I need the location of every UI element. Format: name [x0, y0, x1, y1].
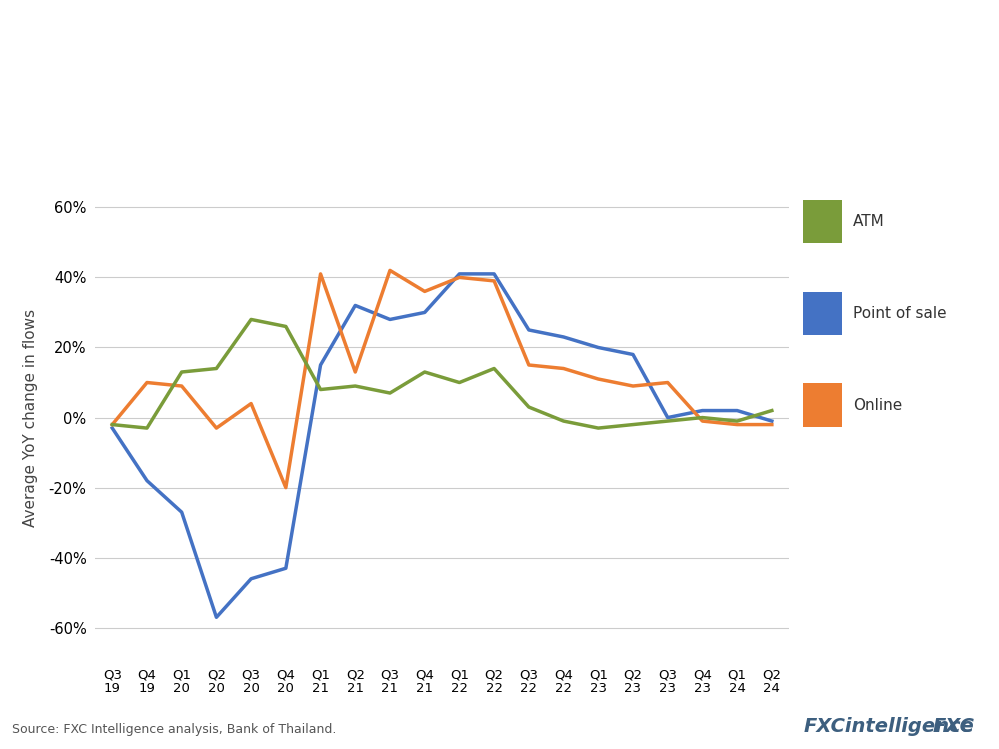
Text: ATM: ATM [853, 214, 885, 229]
Y-axis label: Average YoY change in flows: Average YoY change in flows [23, 309, 38, 527]
Text: Thai cross-border transactions see growth in all channels: Thai cross-border transactions see growt… [12, 28, 825, 52]
Text: Online: Online [853, 398, 902, 413]
Text: FXCintelligence²: FXCintelligence² [795, 717, 974, 736]
Text: Average flow change for cross-border transactions from cards issued in Thailand: Average flow change for cross-border tra… [12, 89, 660, 104]
FancyBboxPatch shape [803, 292, 842, 335]
Text: Point of sale: Point of sale [853, 306, 947, 321]
Text: Source: FXC Intelligence analysis, Bank of Thailand.: Source: FXC Intelligence analysis, Bank … [12, 723, 337, 736]
Text: FXCintelligence: FXCintelligence [803, 717, 974, 736]
FancyBboxPatch shape [803, 200, 842, 243]
FancyBboxPatch shape [803, 383, 842, 427]
Text: FXC: FXC [932, 717, 974, 736]
